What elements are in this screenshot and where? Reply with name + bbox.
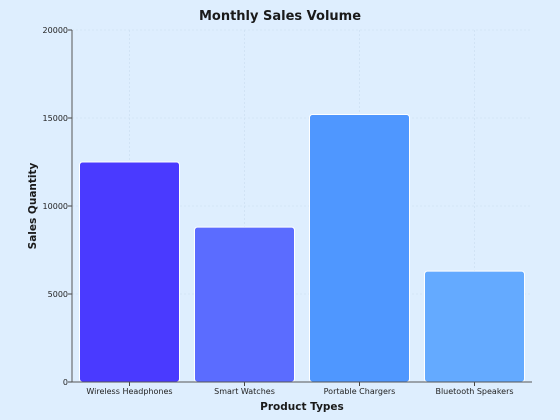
y-axis-label: Sales Quantity [27,162,39,249]
x-tick-label: Smart Watches [214,387,275,396]
x-tick-label: Portable Chargers [324,387,396,396]
bar [309,113,410,383]
y-tick-label: 0 [63,378,68,387]
y-tick-label: 5000 [48,290,68,299]
bars [79,113,525,383]
bar [194,226,295,383]
bar [424,270,525,383]
x-tick-label: Bluetooth Speakers [435,387,513,396]
chart-title: Monthly Sales Volume [199,9,361,24]
bar [79,161,180,383]
x-tick-label: Wireless Headphones [86,387,172,396]
y-tick-label: 20000 [43,26,68,35]
y-tick-label: 10000 [43,202,68,211]
axes: 0 5000 10000 15000 20000 Wireless Headphones S… [43,26,532,396]
y-tick-label: 15000 [43,114,68,123]
x-axis-label: Product Types [260,401,344,413]
